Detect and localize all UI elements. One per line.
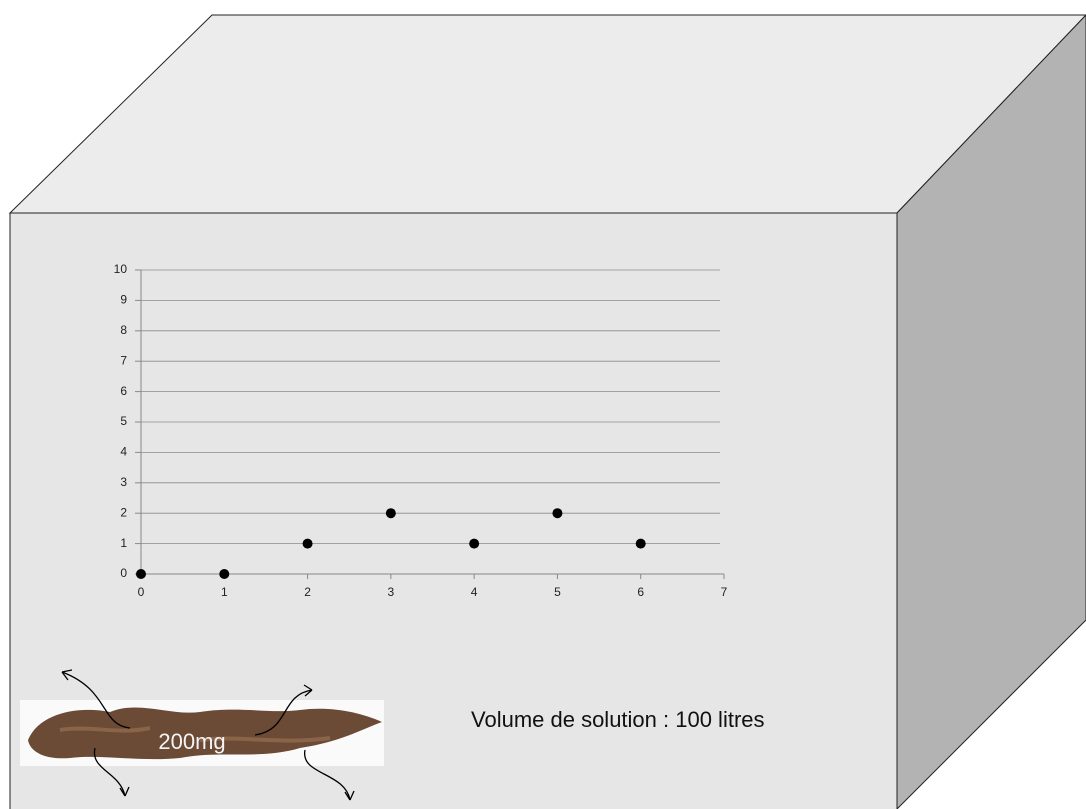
- y-tick-label: 1: [120, 536, 127, 550]
- y-tick-label: 0: [120, 566, 127, 580]
- x-tick-label: 1: [221, 585, 228, 599]
- y-tick-label: 9: [120, 293, 127, 307]
- x-tick-label: 6: [637, 585, 644, 599]
- volume-label: Volume de solution : 100 litres: [471, 707, 765, 732]
- data-point: [136, 569, 146, 579]
- data-point: [303, 539, 313, 549]
- y-tick-label: 4: [120, 445, 127, 459]
- cube-top: [10, 15, 1086, 213]
- y-tick-label: 6: [120, 384, 127, 398]
- x-tick-label: 7: [721, 585, 728, 599]
- y-tick-label: 10: [114, 262, 128, 276]
- mass-label: 200mg: [158, 729, 225, 754]
- y-tick-label: 7: [120, 353, 127, 367]
- data-point: [386, 508, 396, 518]
- x-tick-label: 0: [138, 585, 145, 599]
- y-tick-label: 3: [120, 475, 127, 489]
- y-tick-label: 2: [120, 505, 127, 519]
- data-point: [219, 569, 229, 579]
- page: 0 1 2 3 4 5 6 7 8 9 10 0 1 2 3 4 5 6 7 200mg Volume de sol…: [0, 0, 1086, 809]
- x-tick-label: 5: [554, 585, 561, 599]
- diagram: 0 1 2 3 4 5 6 7 8 9 10 0 1 2 3 4 5 6 7 200mg Volume de sol…: [0, 0, 1086, 809]
- data-point: [469, 539, 479, 549]
- x-tick-label: 3: [388, 585, 395, 599]
- x-tick-label: 4: [471, 585, 478, 599]
- y-tick-label: 8: [120, 323, 127, 337]
- data-point: [552, 508, 562, 518]
- data-point: [636, 539, 646, 549]
- x-tick-label: 2: [304, 585, 311, 599]
- y-tick-label: 5: [120, 414, 127, 428]
